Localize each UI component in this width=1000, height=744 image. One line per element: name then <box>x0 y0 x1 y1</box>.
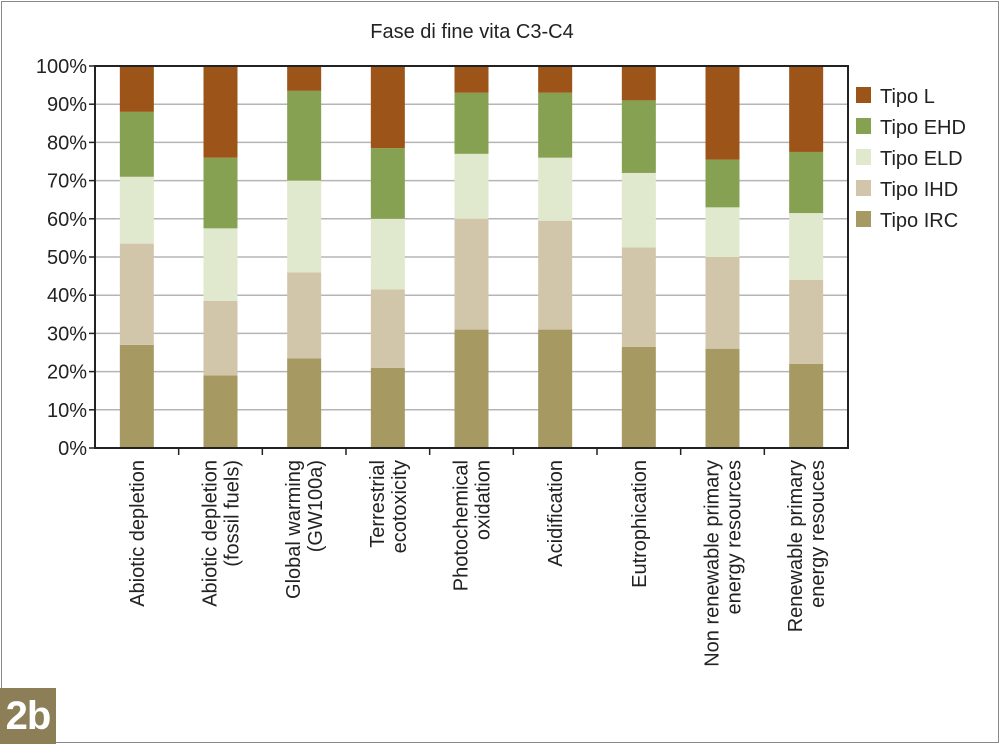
bar-segment-tipo-irc <box>287 358 322 448</box>
bar-segment-tipo-ehd <box>621 100 656 173</box>
bar-segment-tipo-ehd <box>454 92 489 154</box>
y-tick-label: 70% <box>47 171 87 193</box>
x-tick-label-line: Acidification <box>545 460 567 567</box>
figure-badge: 2b <box>0 688 56 744</box>
bar-segment-tipo-ehd <box>287 90 322 181</box>
y-tick-label: 30% <box>47 323 87 345</box>
bar-segment-tipo-irc <box>203 375 238 448</box>
bar-segment-tipo-ehd <box>203 157 238 229</box>
x-tick-label: Terrestrial ecotoxicity <box>367 460 411 553</box>
y-tick-label: 90% <box>47 94 87 116</box>
bar-segment-tipo-l <box>621 66 656 101</box>
bar-segment-tipo-ihd <box>454 218 489 330</box>
x-tick-label: Non renewable primary energy resources <box>702 460 746 667</box>
y-tick-label: 80% <box>47 132 87 154</box>
plot-border <box>94 65 849 449</box>
bar-segment-tipo-irc <box>789 363 824 448</box>
bar-segment-tipo-eld <box>538 157 573 221</box>
x-tick-label: Global warming (GW100a) <box>283 460 327 599</box>
x-tick-label: Photochemical oxidation <box>451 460 495 591</box>
bar-segment-tipo-l <box>705 66 740 160</box>
bar-segment-tipo-irc <box>621 346 656 448</box>
bar-segment-tipo-ihd <box>538 220 573 330</box>
bar-segment-tipo-l <box>370 66 405 149</box>
x-tick-label-line: Renewable primary <box>785 460 807 632</box>
x-tick-label-line: oxidation <box>473 460 495 540</box>
legend-swatch <box>856 118 871 134</box>
legend-label: Tipo L <box>880 86 935 108</box>
bar-segment-tipo-ihd <box>203 300 238 376</box>
bar-segment-tipo-ihd <box>705 257 740 349</box>
bar-segment-tipo-eld <box>705 207 740 257</box>
bar-segment-tipo-irc <box>454 329 489 448</box>
legend-label: Tipo IHD <box>880 179 958 201</box>
bar-segment-tipo-l <box>119 66 154 112</box>
x-tick-label: Abiotic depletion (fossil fuels) <box>200 460 244 607</box>
bar-segment-tipo-ehd <box>538 92 573 158</box>
y-tick-label: 100% <box>36 56 87 78</box>
bar-segment-tipo-eld <box>621 172 656 248</box>
x-tick-label: Renewable primary energy resouces <box>785 460 829 632</box>
bar-segment-tipo-l <box>538 66 573 93</box>
legend-swatch <box>856 180 871 196</box>
x-tick-label: Abiotic depletion <box>127 460 149 607</box>
bar-segment-tipo-eld <box>789 213 824 280</box>
bar-segment-tipo-l <box>203 66 238 158</box>
bar-segment-tipo-ihd <box>287 272 322 359</box>
bar-segment-tipo-ihd <box>119 243 154 345</box>
x-tick-label: Eutrophication <box>629 460 651 588</box>
x-tick-label-line: Photochemical <box>451 460 473 591</box>
bar-segment-tipo-ihd <box>621 247 656 347</box>
bar-segment-tipo-eld <box>287 180 322 273</box>
chart-title: Fase di fine vita C3-C4 <box>370 21 573 43</box>
y-tick-label: 20% <box>47 362 87 384</box>
legend-swatch <box>856 211 871 227</box>
x-tick-label-line: (GW100a) <box>305 460 327 552</box>
x-tick-label-line: energy resources <box>724 460 746 615</box>
bar-segment-tipo-irc <box>370 367 405 448</box>
bar-segment-tipo-ehd <box>370 148 405 219</box>
x-tick-label-line: energy resouces <box>807 460 829 608</box>
bar-segment-tipo-irc <box>705 348 740 448</box>
x-tick-label-line: Abiotic depletion <box>127 460 149 607</box>
bar-segment-tipo-eld <box>454 153 489 219</box>
bar-segment-tipo-l <box>454 66 489 93</box>
legend-label: Tipo ELD <box>880 148 963 170</box>
bar-segment-tipo-ehd <box>119 111 154 177</box>
bar-segment-tipo-irc <box>538 329 573 448</box>
x-tick-label-line: ecotoxicity <box>389 460 411 553</box>
y-tick-label: 0% <box>58 438 87 460</box>
bar-segment-tipo-ihd <box>789 279 824 364</box>
legend-label: Tipo EHD <box>880 117 966 139</box>
bar-segment-tipo-irc <box>119 344 154 448</box>
y-tick-label: 10% <box>47 400 87 422</box>
legend-swatch <box>856 87 871 103</box>
bar-segment-tipo-eld <box>203 228 238 301</box>
x-tick-label-line: Non renewable primary <box>702 460 724 667</box>
x-tick-label-line: (fossil fuels) <box>222 460 244 567</box>
bar-segment-tipo-ehd <box>789 151 824 214</box>
bar-segment-tipo-l <box>789 66 824 152</box>
y-tick-label: 40% <box>47 285 87 307</box>
legend-swatch <box>856 149 871 165</box>
x-tick-label-line: Terrestrial <box>367 460 389 548</box>
y-tick-label: 50% <box>47 247 87 269</box>
x-tick-label-line: Eutrophication <box>629 460 651 588</box>
x-tick-label-line: Abiotic depletion <box>200 460 222 607</box>
legend-label: Tipo IRC <box>880 210 958 232</box>
bar-segment-tipo-ehd <box>705 159 740 208</box>
y-tick-label: 60% <box>47 209 87 231</box>
bar-segment-tipo-l <box>287 66 322 91</box>
bar-segment-tipo-eld <box>370 218 405 290</box>
bar-segment-tipo-ihd <box>370 289 405 368</box>
x-tick-label-line: Global warming <box>283 460 305 599</box>
x-tick-label: Acidification <box>545 460 567 567</box>
bar-segment-tipo-eld <box>119 176 154 244</box>
